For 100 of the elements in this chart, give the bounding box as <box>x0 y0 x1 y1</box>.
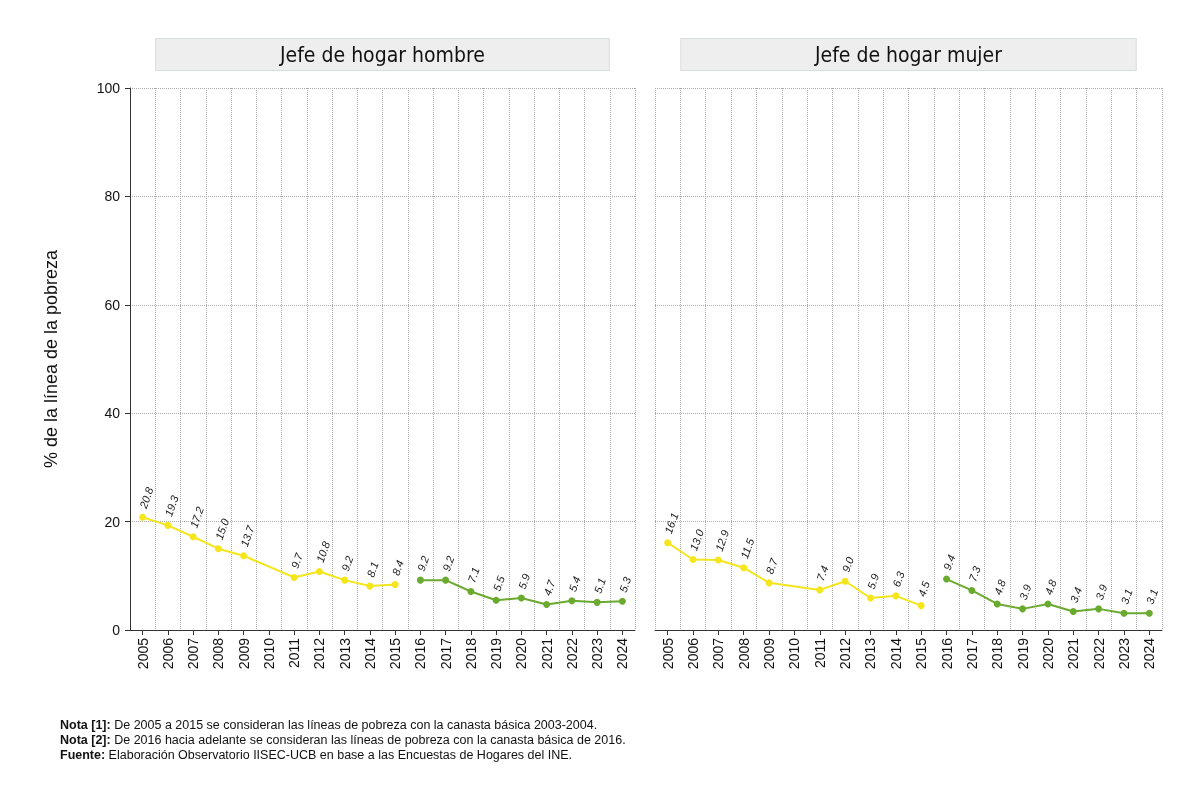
point <box>442 576 450 584</box>
point <box>618 597 626 605</box>
point <box>917 602 925 610</box>
x-tick-label: 2010 <box>260 637 277 670</box>
x-tick-label: 2016 <box>938 637 955 670</box>
x-tick-label: 2023 <box>589 637 606 670</box>
point <box>568 597 576 605</box>
data-label: 4.8 <box>1042 577 1060 597</box>
point <box>968 586 976 594</box>
point <box>290 573 298 581</box>
x-tick-label: 2021 <box>538 637 555 670</box>
data-label: 9.2 <box>414 554 432 573</box>
y-axis-title: % de la línea de la pobreza <box>41 248 61 469</box>
data-label: 5.4 <box>566 574 583 594</box>
text: Nota [2]: De 2016 hacia adelante se consideran las líneas de pobreza con la canasta básica de 2016. <box>60 733 626 748</box>
x-tick-label: 2015 <box>913 637 930 670</box>
data-label: 4.8 <box>991 577 1009 597</box>
x-tick-label: 2013 <box>862 637 879 670</box>
data-label: 9.2 <box>439 554 457 573</box>
point <box>993 600 1001 608</box>
point <box>315 567 323 575</box>
point <box>593 598 601 606</box>
point <box>892 592 900 600</box>
x-tick-label: 2022 <box>563 637 580 670</box>
point <box>214 545 222 553</box>
data-label: 9.4 <box>940 553 958 572</box>
x-tick-label: 2014 <box>887 637 904 670</box>
data-label: 5.5 <box>490 573 508 593</box>
point <box>543 601 551 609</box>
data-label: 5.9 <box>515 572 533 591</box>
x-tick-label: 2011 <box>286 637 303 669</box>
point <box>714 556 722 564</box>
x-tick-label: 2024 <box>1141 637 1158 670</box>
point <box>740 564 748 572</box>
text: Nota [1]: De 2005 a 2015 se consideran las líneas de pobreza con la canasta básica 2003-2004. <box>60 718 599 733</box>
point <box>366 582 374 590</box>
chart-title: Jefe de hogar hombre <box>155 38 610 71</box>
data-label: 3.1 <box>1143 587 1161 606</box>
point <box>139 513 147 521</box>
x-tick-label: 2018 <box>989 637 1006 670</box>
data-label: 4.5 <box>915 578 933 599</box>
point <box>1069 608 1077 616</box>
x-tick-label: 2010 <box>786 637 803 670</box>
point <box>689 556 697 564</box>
x-tick-label: 2006 <box>685 637 702 670</box>
data-label: 3.4 <box>1067 585 1085 605</box>
data-label: 7.1 <box>465 565 482 585</box>
data-label: 5.3 <box>616 574 634 594</box>
point <box>866 594 874 602</box>
data-label: 8.7 <box>763 556 781 576</box>
data-label: 17.2 <box>187 505 207 530</box>
data-label: 5.1 <box>591 576 608 595</box>
y-tick-label: 60 <box>104 296 121 313</box>
x-tick-label: 2015 <box>387 637 404 670</box>
y-tick-label: 100 <box>96 80 121 96</box>
data-label: 20.8 <box>136 484 156 511</box>
data-label: 8.4 <box>389 558 406 578</box>
x-tick-label: 2017 <box>437 637 454 670</box>
x-tick-label: 2016 <box>412 637 429 670</box>
point <box>765 579 773 587</box>
x-tick-label: 2018 <box>462 637 479 670</box>
data-label: 13.0 <box>687 527 707 553</box>
x-tick-label: 2020 <box>513 637 530 670</box>
data-label: 11.5 <box>738 535 757 561</box>
chart-title: Jefe de hogar mujer <box>680 38 1137 71</box>
x-tick-label: 2008 <box>735 637 752 670</box>
point <box>841 577 849 585</box>
y-tick-label: 80 <box>104 188 121 205</box>
data-label: 9.2 <box>338 554 356 573</box>
x-tick-label: 2012 <box>837 637 854 670</box>
x-tick-label: 2005 <box>134 637 151 670</box>
x-tick-label: 2017 <box>963 637 980 670</box>
data-label: 16.1 <box>662 511 681 536</box>
point <box>416 576 424 584</box>
y-tick-label: 40 <box>104 405 121 422</box>
x-tick-label: 2011 <box>811 637 828 669</box>
y-tick-label: 0 <box>112 622 121 638</box>
x-tick-label: 2023 <box>1115 637 1132 670</box>
data-label: 9.0 <box>839 554 857 574</box>
point <box>240 552 248 560</box>
x-tick-label: 2021 <box>1065 637 1082 670</box>
point <box>1095 605 1103 613</box>
x-tick-label: 2019 <box>488 637 505 670</box>
x-tick-label: 2007 <box>710 637 727 670</box>
point <box>164 521 172 529</box>
x-tick-label: 2013 <box>336 637 353 670</box>
point <box>1019 605 1027 613</box>
point <box>391 580 399 588</box>
x-tick-label: 2006 <box>159 637 176 670</box>
y-tick-label: 20 <box>104 513 121 530</box>
data-label: 12.9 <box>712 528 732 553</box>
data-label: 15.0 <box>212 516 232 542</box>
data-label: 19.3 <box>162 492 182 518</box>
x-tick-label: 2005 <box>659 637 676 670</box>
x-tick-label: 2020 <box>1039 637 1056 670</box>
x-tick-label: 2019 <box>1014 637 1031 670</box>
data-label: 9.7 <box>288 550 306 570</box>
x-tick-label: 2022 <box>1090 637 1107 670</box>
point <box>341 576 349 584</box>
data-label: 3.1 <box>1118 587 1135 606</box>
